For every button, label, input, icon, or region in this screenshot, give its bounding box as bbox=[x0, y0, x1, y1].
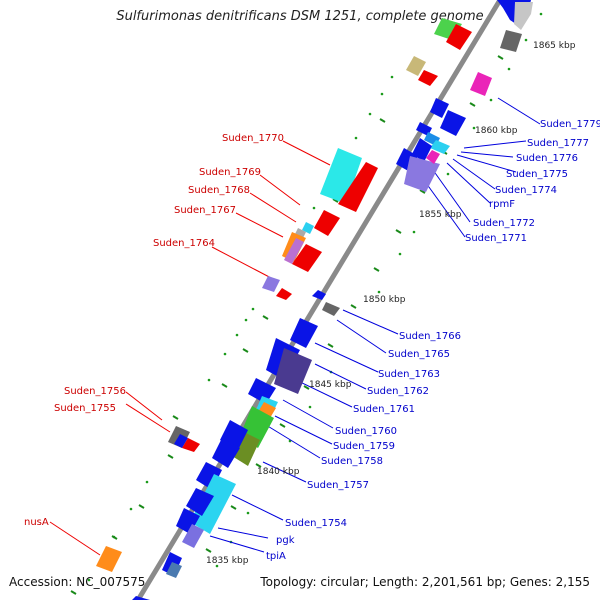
gene-label-tpiA[interactable]: tpiA bbox=[266, 551, 286, 562]
gene-label-suden-1764[interactable]: Suden_1764 bbox=[153, 238, 215, 249]
accession-text: Accession: NC_007575 bbox=[9, 575, 146, 589]
genome-backbone bbox=[135, 0, 503, 600]
gene-label-rpmF[interactable]: rpmF bbox=[489, 199, 515, 210]
gene-label-suden-1771[interactable]: Suden_1771 bbox=[465, 233, 527, 244]
right-gene-labels: tpiA pgk Suden_1754 Suden_1757 Suden_175… bbox=[266, 119, 600, 562]
kbp-label: 1835 kbp bbox=[206, 556, 249, 566]
kbp-label: 1840 kbp bbox=[257, 467, 300, 477]
gene-label-suden-1755[interactable]: Suden_1755 bbox=[54, 403, 116, 414]
kbp-label: 1850 kbp bbox=[363, 295, 406, 305]
gene-label-suden-1770[interactable]: Suden_1770 bbox=[222, 133, 284, 144]
gene-label-suden-1777[interactable]: Suden_1777 bbox=[527, 138, 589, 149]
gene-label-suden-1768[interactable]: Suden_1768 bbox=[188, 185, 250, 196]
gene-label-suden-1772[interactable]: Suden_1772 bbox=[473, 218, 535, 229]
gene-label-suden-1776[interactable]: Suden_1776 bbox=[516, 153, 578, 164]
gene-label-suden-1779[interactable]: Suden_1779 bbox=[540, 119, 600, 130]
gene-features-outer bbox=[132, 0, 533, 600]
gene-label-suden-1758[interactable]: Suden_1758 bbox=[321, 456, 383, 467]
kbp-label: 1860 kbp bbox=[475, 126, 518, 136]
gene-label-nusA[interactable]: nusA bbox=[24, 517, 49, 528]
gene-label-suden-1766[interactable]: Suden_1766 bbox=[399, 331, 461, 342]
kbp-label: 1845 kbp bbox=[309, 380, 352, 390]
gene-label-pgk[interactable]: pgk bbox=[276, 535, 295, 546]
gene-features-inner bbox=[96, 18, 472, 572]
left-connectors bbox=[49, 140, 331, 556]
gene-label-suden-1756[interactable]: Suden_1756 bbox=[64, 386, 126, 397]
kbp-label: 1865 kbp bbox=[533, 41, 576, 51]
gene-label-suden-1757[interactable]: Suden_1757 bbox=[307, 480, 369, 491]
gene-label-suden-1759[interactable]: Suden_1759 bbox=[333, 441, 395, 452]
gene-label-suden-1761[interactable]: Suden_1761 bbox=[353, 404, 415, 415]
map-title: Sulfurimonas denitrificans DSM 1251, com… bbox=[116, 9, 484, 24]
gene-label-suden-1775[interactable]: Suden_1775 bbox=[506, 169, 568, 180]
kbp-labels: 1835 kbp 1840 kbp 1845 kbp 1850 kbp 1855… bbox=[206, 41, 576, 566]
gene-label-suden-1769[interactable]: Suden_1769 bbox=[199, 167, 261, 178]
kbp-label: 1855 kbp bbox=[419, 210, 462, 220]
gene-label-suden-1763[interactable]: Suden_1763 bbox=[378, 369, 440, 380]
gene-label-suden-1765[interactable]: Suden_1765 bbox=[388, 349, 450, 360]
tick-marks bbox=[70, 21, 524, 595]
gene-label-suden-1760[interactable]: Suden_1760 bbox=[335, 426, 397, 437]
gene-label-suden-1762[interactable]: Suden_1762 bbox=[367, 386, 429, 397]
gene-label-suden-1754[interactable]: Suden_1754 bbox=[285, 518, 347, 529]
gene-label-suden-1767[interactable]: Suden_1767 bbox=[174, 205, 236, 216]
left-gene-labels: nusA Suden_1755 Suden_1756 Suden_1764 Su… bbox=[24, 133, 284, 528]
gene-label-suden-1774[interactable]: Suden_1774 bbox=[495, 185, 557, 196]
topology-summary: Topology: circular; Length: 2,201,561 bp… bbox=[260, 575, 590, 589]
